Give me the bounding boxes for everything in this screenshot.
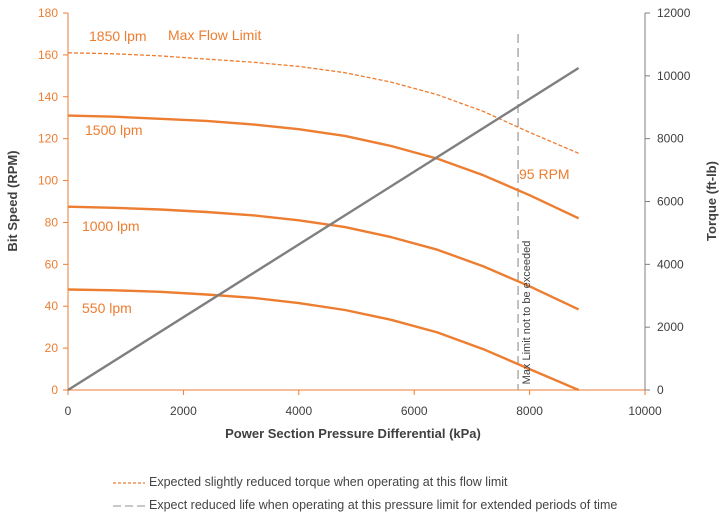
x-tick-label: 2000 — [170, 404, 197, 418]
x-tick-label: 0 — [65, 404, 72, 418]
y-tick-label: 40 — [45, 299, 59, 313]
series-line-torque — [67, 66, 580, 392]
x-tick-label: 4000 — [285, 404, 312, 418]
y-tick-label: 100 — [38, 174, 58, 188]
legend-swatch-dashed-grey — [113, 505, 145, 507]
y2-tick-label: 8000 — [657, 132, 684, 146]
labels-group: Max Limit not to be exceeded 1850 lpm Max … — [82, 27, 570, 384]
y2-tick-label: 10000 — [657, 69, 691, 83]
chart-canvas: 0 20 40 60 80 100 120 140 160 180 0 2000 4000 6000 800… — [5, 6, 719, 441]
label-1500-lpm: 1500 lpm — [85, 122, 143, 138]
y2-tick-label: 0 — [657, 383, 664, 397]
label-max-flow-limit: Max Flow Limit — [168, 27, 261, 43]
legend-text-flow-limit: Expected slightly reduced torque when op… — [149, 475, 508, 489]
y2-tick-label: 12000 — [657, 6, 691, 20]
axes-group: 0 20 40 60 80 100 120 140 160 180 0 2000 4000 6000 800… — [38, 6, 691, 418]
legend-swatch-dashed-orange — [113, 482, 145, 484]
x-tick-label: 6000 — [401, 404, 428, 418]
y-tick-label: 160 — [38, 48, 58, 62]
legend-text-pressure-limit: Expect reduced life when operating at th… — [149, 498, 618, 512]
x-tick-label: 8000 — [516, 404, 543, 418]
series-line-550-lpm — [67, 288, 580, 392]
max-limit-label: Max Limit not to be exceeded — [521, 241, 533, 385]
legend-item-flow-limit: Expected slightly reduced torque when op… — [113, 475, 508, 489]
series-group — [67, 33, 580, 392]
series-line-1850-lpm — [67, 52, 579, 154]
y-tick-label: 140 — [38, 90, 58, 104]
y-tick-label: 0 — [51, 383, 58, 397]
y2-tick-label: 2000 — [657, 320, 684, 334]
y-tick-label: 120 — [38, 132, 58, 146]
x-axis-label: Power Section Pressure Differential (kPa… — [225, 426, 481, 441]
x-tick-label: 10000 — [628, 404, 662, 418]
y2-tick-label: 4000 — [657, 257, 684, 271]
series-line-1500-lpm — [67, 114, 580, 220]
y-tick-label: 180 — [38, 6, 58, 20]
label-1000-lpm: 1000 lpm — [82, 218, 140, 234]
label-95-rpm: 95 RPM — [519, 166, 570, 182]
y-tick-label: 80 — [45, 215, 59, 229]
y2-axis-label: Torque (ft-lb) — [704, 161, 719, 241]
y-tick-label: 60 — [45, 257, 59, 271]
series-line-1000-lpm — [67, 205, 580, 311]
label-550-lpm: 550 lpm — [82, 300, 132, 316]
y-axis-label: Bit Speed (RPM) — [5, 150, 20, 251]
label-1850-lpm: 1850 lpm — [89, 28, 147, 44]
legend-item-pressure-limit: Expect reduced life when operating at th… — [113, 498, 617, 512]
y-tick-label: 20 — [45, 341, 59, 355]
y2-tick-label: 6000 — [657, 195, 684, 209]
